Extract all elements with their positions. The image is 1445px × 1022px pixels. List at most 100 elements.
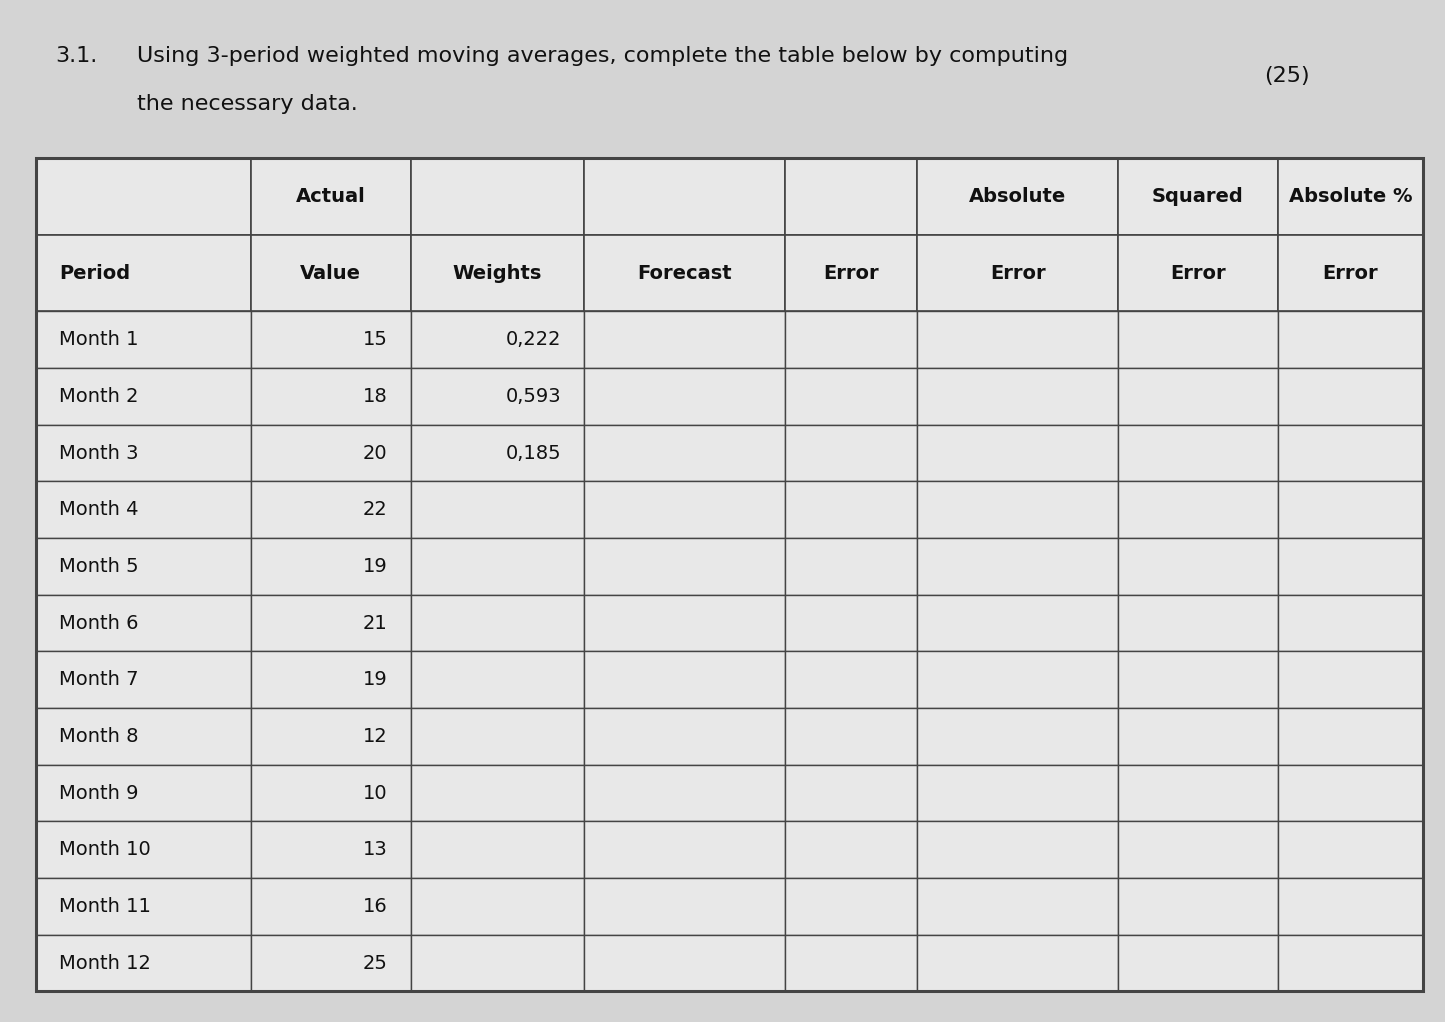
Bar: [36, 235, 251, 312]
Text: 0,222: 0,222: [506, 330, 561, 350]
Bar: [1118, 935, 1277, 991]
Bar: [410, 764, 584, 822]
Bar: [410, 822, 584, 878]
Bar: [1118, 651, 1277, 708]
Bar: [251, 651, 410, 708]
Text: 3.1.: 3.1.: [55, 46, 97, 66]
Bar: [36, 764, 251, 822]
Text: Error: Error: [824, 264, 879, 283]
Bar: [918, 595, 1118, 651]
Bar: [918, 538, 1118, 595]
Text: 21: 21: [363, 613, 387, 633]
Bar: [1277, 708, 1423, 764]
Bar: [1118, 235, 1277, 312]
Text: Month 6: Month 6: [59, 613, 139, 633]
Bar: [584, 312, 785, 368]
Bar: [410, 595, 584, 651]
Text: 19: 19: [363, 670, 387, 689]
Bar: [410, 235, 584, 312]
Bar: [251, 538, 410, 595]
Text: 25: 25: [363, 954, 387, 973]
Bar: [410, 651, 584, 708]
Bar: [1118, 481, 1277, 538]
Bar: [1277, 312, 1423, 368]
Bar: [918, 878, 1118, 935]
Bar: [785, 595, 918, 651]
Bar: [1277, 538, 1423, 595]
Bar: [1277, 935, 1423, 991]
Bar: [1118, 595, 1277, 651]
Bar: [584, 764, 785, 822]
Bar: [918, 312, 1118, 368]
Text: 20: 20: [363, 444, 387, 463]
Bar: [251, 708, 410, 764]
Bar: [36, 312, 251, 368]
Bar: [36, 935, 251, 991]
Text: Period: Period: [59, 264, 130, 283]
Bar: [410, 368, 584, 425]
Text: 18: 18: [363, 387, 387, 406]
Text: 0,593: 0,593: [506, 387, 561, 406]
Bar: [584, 368, 785, 425]
Bar: [1277, 481, 1423, 538]
Bar: [918, 764, 1118, 822]
Bar: [1118, 368, 1277, 425]
Bar: [785, 878, 918, 935]
Text: Squared: Squared: [1152, 187, 1244, 206]
Bar: [584, 651, 785, 708]
Bar: [918, 368, 1118, 425]
Bar: [584, 708, 785, 764]
Bar: [584, 538, 785, 595]
Text: Month 9: Month 9: [59, 784, 139, 802]
Bar: [785, 822, 918, 878]
Bar: [918, 651, 1118, 708]
Bar: [584, 481, 785, 538]
Bar: [1277, 425, 1423, 481]
Bar: [410, 538, 584, 595]
Text: 12: 12: [363, 727, 387, 746]
Text: Month 2: Month 2: [59, 387, 139, 406]
Text: Error: Error: [1322, 264, 1379, 283]
Bar: [36, 158, 1423, 991]
Text: Month 10: Month 10: [59, 840, 150, 860]
Bar: [36, 425, 251, 481]
Bar: [1277, 878, 1423, 935]
Bar: [785, 538, 918, 595]
Bar: [1118, 822, 1277, 878]
Text: 15: 15: [363, 330, 387, 350]
Text: Month 1: Month 1: [59, 330, 139, 350]
Text: 0,185: 0,185: [506, 444, 561, 463]
Text: the necessary data.: the necessary data.: [137, 94, 358, 114]
Bar: [36, 158, 1423, 991]
Bar: [584, 158, 785, 235]
Bar: [1118, 538, 1277, 595]
Bar: [918, 481, 1118, 538]
Bar: [251, 822, 410, 878]
Bar: [410, 312, 584, 368]
Bar: [1277, 822, 1423, 878]
Text: (25): (25): [1264, 66, 1311, 87]
Text: Actual: Actual: [296, 187, 366, 206]
Bar: [918, 425, 1118, 481]
Text: 22: 22: [363, 500, 387, 519]
Bar: [36, 651, 251, 708]
Text: 16: 16: [363, 897, 387, 916]
Bar: [410, 425, 584, 481]
Text: Month 5: Month 5: [59, 557, 139, 575]
Bar: [1277, 235, 1423, 312]
Text: Month 11: Month 11: [59, 897, 152, 916]
Text: Month 3: Month 3: [59, 444, 139, 463]
Bar: [584, 878, 785, 935]
Bar: [918, 708, 1118, 764]
Bar: [251, 158, 410, 235]
Bar: [1118, 312, 1277, 368]
Bar: [584, 425, 785, 481]
Bar: [584, 935, 785, 991]
Text: Absolute %: Absolute %: [1289, 187, 1412, 206]
Text: 13: 13: [363, 840, 387, 860]
Text: Using 3-period weighted moving averages, complete the table below by computing: Using 3-period weighted moving averages,…: [137, 46, 1068, 66]
Bar: [918, 935, 1118, 991]
Bar: [1277, 368, 1423, 425]
Bar: [36, 708, 251, 764]
Text: Forecast: Forecast: [637, 264, 733, 283]
